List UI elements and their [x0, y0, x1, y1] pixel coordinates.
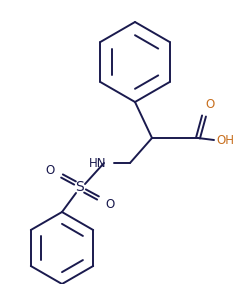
Text: O: O — [205, 98, 214, 111]
Text: S: S — [76, 180, 84, 194]
Text: OH: OH — [216, 133, 234, 147]
Text: O: O — [105, 197, 115, 210]
Text: HN: HN — [88, 156, 106, 170]
Text: O: O — [45, 164, 55, 176]
